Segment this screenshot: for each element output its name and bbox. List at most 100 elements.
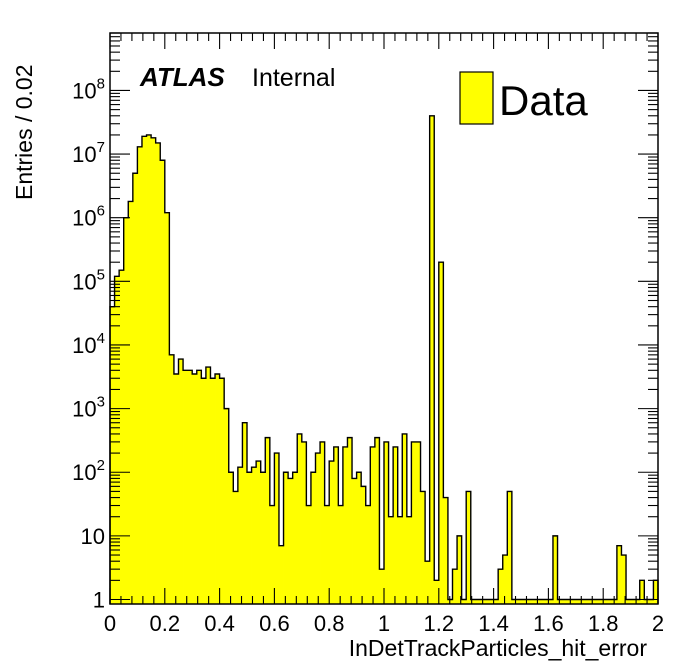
x-tick-label: 2 bbox=[652, 611, 664, 636]
histogram-bar bbox=[260, 472, 266, 604]
histogram-bar bbox=[370, 446, 376, 604]
histogram-bar bbox=[525, 599, 531, 604]
histogram-bar bbox=[635, 599, 641, 604]
histogram-bar bbox=[278, 545, 284, 604]
histogram-bar bbox=[498, 569, 504, 604]
histogram-bar bbox=[598, 599, 604, 604]
histogram-bar bbox=[256, 461, 262, 604]
histogram-bar bbox=[493, 599, 499, 604]
histogram-bar bbox=[237, 467, 243, 604]
histogram-bar bbox=[425, 561, 431, 604]
histogram-bar bbox=[580, 599, 586, 604]
histogram-outline bbox=[109, 115, 659, 604]
histogram-bar bbox=[233, 491, 239, 604]
histogram-bar bbox=[653, 580, 659, 604]
histogram-bar bbox=[447, 599, 453, 604]
histogram-bar bbox=[356, 472, 362, 604]
legend-swatch-data bbox=[459, 71, 494, 125]
histogram-bar bbox=[315, 453, 321, 604]
x-tick-label: 1.4 bbox=[478, 611, 509, 636]
x-tick-label: 0 bbox=[104, 611, 116, 636]
histogram-bar bbox=[475, 599, 481, 604]
histogram-bar bbox=[183, 370, 189, 604]
histogram-bar bbox=[333, 446, 339, 604]
histogram-bar bbox=[329, 461, 335, 604]
histogram-bar bbox=[132, 173, 138, 605]
histogram-bar bbox=[219, 378, 225, 604]
histogram-bar bbox=[196, 370, 202, 604]
histogram-bar bbox=[201, 378, 207, 604]
histogram-bar bbox=[470, 599, 476, 604]
histogram-bar bbox=[301, 441, 307, 604]
histogram-bar bbox=[621, 555, 627, 604]
histogram-bar bbox=[169, 354, 175, 604]
histogram-bar bbox=[292, 472, 298, 604]
x-tick-label: 1.6 bbox=[533, 611, 564, 636]
histogram-bar bbox=[178, 359, 184, 604]
histogram-bar bbox=[123, 217, 129, 604]
x-tick-label: 1 bbox=[378, 611, 390, 636]
histogram-bar bbox=[151, 137, 157, 604]
histogram-bar bbox=[251, 467, 257, 604]
histogram-bar bbox=[306, 505, 312, 604]
histogram-bar bbox=[137, 146, 143, 604]
histogram-bar bbox=[406, 516, 412, 604]
histogram-bar bbox=[365, 505, 371, 604]
histogram-bar bbox=[443, 497, 449, 604]
y-tick-label: 104 bbox=[72, 330, 105, 358]
histogram-bar bbox=[511, 599, 517, 604]
y-tick-label: 1 bbox=[93, 588, 105, 613]
histogram-bar bbox=[539, 599, 545, 604]
y-tick-label: 103 bbox=[72, 394, 105, 422]
histogram-bar bbox=[338, 505, 344, 604]
histogram-bar bbox=[288, 478, 294, 604]
y-tick-label: 102 bbox=[72, 457, 105, 485]
histogram-bar bbox=[630, 599, 636, 604]
histogram-bar bbox=[415, 441, 421, 604]
histogram-bar bbox=[516, 599, 522, 604]
histogram-bar bbox=[616, 545, 622, 604]
histogram-bar bbox=[612, 599, 618, 604]
histogram-bar bbox=[283, 472, 289, 604]
atlas-status-label: Internal bbox=[252, 64, 335, 92]
histogram-bar bbox=[393, 446, 399, 604]
histogram-bar bbox=[228, 472, 234, 604]
histogram-bar bbox=[607, 599, 613, 604]
histogram-bar bbox=[626, 599, 631, 604]
axis-ticks bbox=[109, 32, 659, 604]
histogram-bar bbox=[173, 373, 179, 604]
x-axis-title: InDetTrackParticles_hit_error bbox=[349, 635, 648, 661]
histogram-bar bbox=[324, 505, 330, 604]
x-tick-label: 0.8 bbox=[314, 611, 345, 636]
histogram-bar bbox=[297, 433, 303, 604]
histogram-bar bbox=[603, 599, 609, 604]
histogram-bar bbox=[374, 437, 380, 604]
y-axis-title: Entries / 0.02 bbox=[11, 64, 37, 200]
histogram-bar bbox=[562, 599, 568, 604]
histogram-bar bbox=[388, 516, 394, 604]
x-tick-labels: 0 0.2 0.4 0.6 0.8 1 1.2 1.4 1.6 1.8 2 bbox=[104, 611, 664, 636]
histogram-bar bbox=[461, 599, 467, 604]
x-tick-label: 0.4 bbox=[204, 611, 235, 636]
x-tick-label: 0.2 bbox=[150, 611, 181, 636]
histogram-bar bbox=[160, 160, 166, 605]
histogram-bar bbox=[310, 472, 316, 604]
histogram-bar bbox=[352, 478, 357, 604]
y-tick-label: 106 bbox=[72, 203, 105, 231]
histogram-bar bbox=[452, 569, 458, 604]
histogram-bar bbox=[384, 441, 389, 604]
y-tick-label: 105 bbox=[72, 266, 105, 294]
histogram-bar bbox=[507, 491, 513, 604]
histogram-bar bbox=[274, 453, 280, 604]
histogram-bar bbox=[521, 599, 526, 604]
histogram-bar bbox=[457, 535, 463, 604]
histogram-bar bbox=[489, 599, 494, 604]
histogram-bar bbox=[434, 580, 440, 604]
histogram-bar bbox=[110, 306, 115, 604]
histogram-bar bbox=[155, 142, 161, 604]
histogram-bar bbox=[215, 373, 220, 604]
histogram-bar bbox=[552, 535, 558, 604]
histogram-bar bbox=[205, 367, 211, 604]
histogram-bar bbox=[119, 270, 125, 604]
